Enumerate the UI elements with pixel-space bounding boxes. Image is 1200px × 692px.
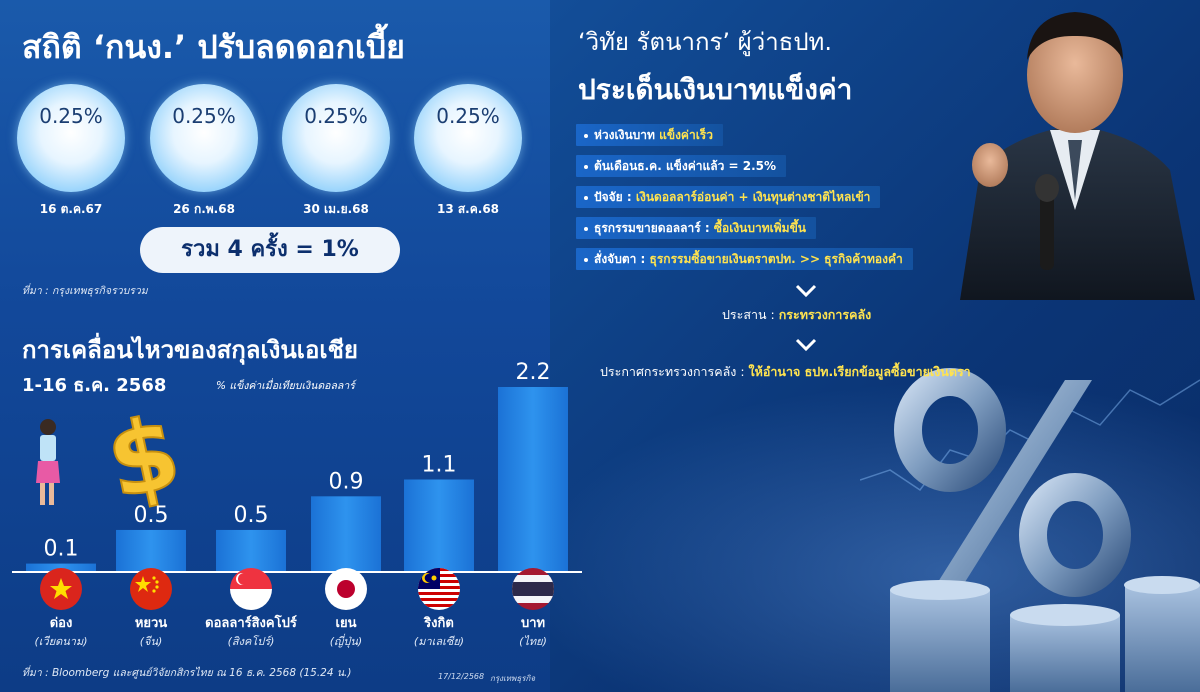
bar-2 — [216, 529, 286, 572]
bar-value-label: 0.5 — [134, 503, 169, 528]
coordinate-label: ประสาน : — [722, 307, 779, 322]
vietnam-flag-icon — [40, 568, 82, 610]
currency-name: ด่อง — [49, 616, 73, 631]
currency-name: ริงกิต — [424, 616, 454, 631]
bullet-dot-icon — [584, 133, 588, 138]
rate-cut-circle: 0.25% — [17, 84, 125, 192]
dollar-figure-graphic: $ — [36, 405, 180, 515]
bullet-label: ต้นเดือนธ.ค. แข็งค่าแล้ว = 2.5% — [594, 159, 777, 173]
governor-bullet: สั่งจับตา : ธุรกรรมซื้อขายเงินตราตปท. >>… — [576, 248, 913, 270]
rate-cut-date: 16 ต.ค.67 — [39, 202, 103, 216]
currency-country: (เวียดนาม) — [34, 635, 88, 648]
bar-0 — [26, 563, 96, 572]
bullet-label: ปัจจัย : — [594, 190, 636, 204]
rate-panel-source: ที่มา : กรุงเทพธุรกิจรวบรวม — [22, 285, 148, 297]
china-flag-icon — [130, 568, 172, 610]
bar-5 — [498, 387, 568, 572]
rate-cut-value: 0.25% — [304, 104, 368, 128]
governor-title-line1: ‘วิทัย รัตนากร’ ผู้ว่าธปท. — [578, 28, 833, 56]
japan-flag-icon — [325, 568, 367, 610]
bullet-label: ธุรกรรมขายดอลลาร์ : — [594, 221, 714, 235]
bullet-highlight: ซื้อเงินบาทเพิ่มขึ้น — [713, 221, 806, 235]
bar-3 — [311, 496, 381, 572]
governor-bullet: ต้นเดือนธ.ค. แข็งค่าแล้ว = 2.5% — [576, 155, 787, 177]
bullet-highlight: แข็งค่าเร็ว — [659, 128, 713, 142]
rate-cut-circle: 0.25% — [414, 84, 522, 192]
currency-name: บาท — [520, 616, 546, 631]
governor-title-line2: ประเด็นเงินบาทแข็งค่า — [578, 73, 853, 106]
thailand-flag-icon — [512, 568, 554, 610]
currency-bar-chart: 0.1 0.5 0.5 0.9 1.1 2.2 — [12, 360, 582, 573]
bullet-dot-icon — [584, 164, 588, 169]
governor-bullet: ห่วงเงินบาท แข็งค่าเร็ว — [576, 124, 723, 146]
singapore-flag-icon — [230, 568, 272, 610]
bullet-highlight: ธุรกรรมซื้อขายเงินตราตปท. >> ธุรกิจค้าทอ… — [649, 252, 903, 266]
currency-name: หยวน — [134, 616, 168, 631]
malaysia-flag-icon — [418, 568, 460, 610]
chevron-down-icon — [795, 284, 817, 298]
currency-unit-note: % แข็งค่าเมื่อเทียบเงินดอลลาร์ — [216, 380, 355, 392]
currency-country: (ญี่ปุ่น) — [329, 635, 363, 648]
currency-panel-title: การเคลื่อนไหวของสกุลเงินเอเชีย — [22, 336, 358, 364]
bar-value-label: 0.5 — [234, 503, 269, 528]
rate-cut-circle: 0.25% — [282, 84, 390, 192]
rate-cut-date: 30 เม.ย.68 — [303, 202, 369, 216]
bar-1 — [116, 529, 186, 572]
currency-country: (สิงคโปร์) — [227, 635, 275, 648]
rate-cut-value: 0.25% — [172, 104, 236, 128]
currency-country: (ไทย) — [519, 635, 547, 648]
chevron-down-icon — [795, 338, 817, 352]
bullet-dot-icon — [584, 257, 588, 262]
currency-country: (จีน) — [139, 635, 163, 648]
governor-portrait — [960, 12, 1195, 300]
bullet-label: สั่งจับตา : — [594, 252, 650, 266]
rate-panel-title: สถิติ ‘กนง.’ ปรับลดดอกเบี้ย — [22, 28, 405, 66]
rate-cut-total: รวม 4 ครั้ง = 1% — [140, 227, 400, 273]
currency-name: เยน — [335, 616, 357, 631]
bullet-label: ห่วงเงินบาท — [594, 128, 660, 142]
announcement-value: ให้อำนาจ ธปท.เรียกข้อมูลซื้อขายเงินตรา — [748, 364, 971, 379]
bullet-highlight: เงินดอลลาร์อ่อนค่า + เงินทุนต่างชาติไหลเ… — [635, 190, 871, 204]
currency-panel-subtitle: 1-16 ธ.ค. 2568 — [22, 375, 167, 396]
governor-bullet: ธุรกรรมขายดอลลาร์ : ซื้อเงินบาทเพิ่มขึ้น — [576, 217, 816, 239]
bullet-dot-icon — [584, 226, 588, 231]
rate-cut-value: 0.25% — [39, 104, 103, 128]
currency-country: (มาเลเซีย) — [413, 635, 465, 648]
announcement-label: ประกาศกระทรวงการคลัง : — [600, 364, 749, 379]
announcement-line: ประกาศกระทรวงการคลัง : ให้อำนาจ ธปท.เรีย… — [600, 362, 971, 382]
currency-name: ดอลลาร์สิงคโปร์ — [205, 616, 297, 631]
rate-cut-date: 13 ส.ค.68 — [436, 202, 500, 216]
rate-cut-date: 26 ก.พ.68 — [173, 202, 235, 216]
rate-cut-value: 0.25% — [436, 104, 500, 128]
bullet-dot-icon — [584, 195, 588, 200]
governor-bullet: ปัจจัย : เงินดอลลาร์อ่อนค่า + เงินทุนต่า… — [576, 186, 881, 208]
rate-cut-circle: 0.25% — [150, 84, 258, 192]
coordinate-value: กระทรวงการคลัง — [778, 307, 872, 322]
coordinate-line: ประสาน : กระทรวงการคลัง — [722, 305, 871, 325]
bar-4 — [404, 479, 474, 572]
percent-coins-graphic — [860, 368, 1200, 692]
bar-value-label: 0.9 — [329, 469, 364, 494]
bar-value-label: 1.1 — [422, 453, 457, 478]
currency-source: ที่มา : Bloomberg และศูนย์วิจัยกสิกรไทย … — [22, 667, 352, 679]
bar-value-label: 2.2 — [516, 360, 551, 385]
bar-value-label: 0.1 — [44, 537, 79, 562]
footer-brand-logo: กรุงเทพธุรกิจ — [490, 674, 536, 683]
footer-date: 17/12/2568 — [438, 672, 485, 681]
